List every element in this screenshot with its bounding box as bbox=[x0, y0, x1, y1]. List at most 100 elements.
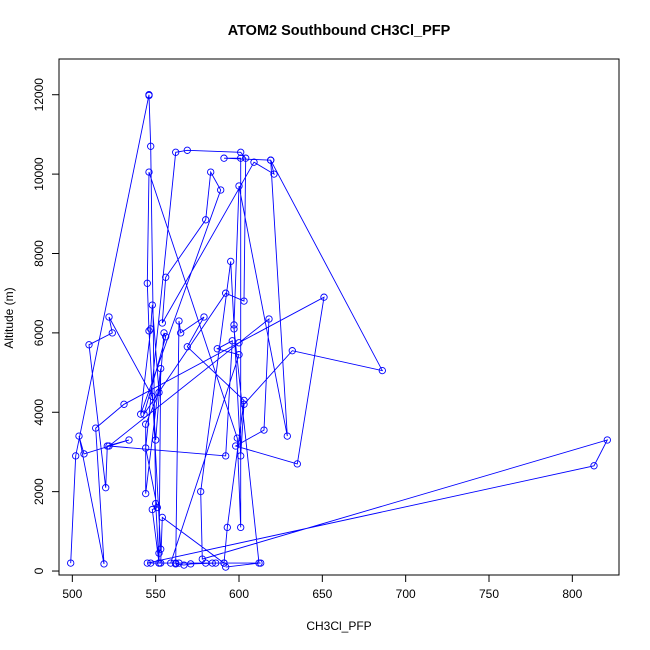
data-point bbox=[92, 424, 100, 432]
data-point bbox=[142, 444, 150, 452]
data-point bbox=[143, 279, 151, 287]
data-point bbox=[157, 364, 165, 373]
data-point bbox=[283, 432, 291, 440]
data-point bbox=[148, 505, 156, 514]
data-point bbox=[222, 289, 230, 297]
data-point bbox=[158, 513, 166, 522]
data-point bbox=[213, 345, 221, 353]
data-point bbox=[157, 545, 165, 553]
data-point bbox=[105, 313, 113, 321]
x-axis-label: CH3Cl_PFP bbox=[306, 619, 371, 633]
data-point bbox=[72, 452, 80, 460]
data-point bbox=[167, 559, 175, 567]
data-point bbox=[240, 400, 248, 408]
data-point bbox=[237, 154, 245, 162]
x-tick-label: 600 bbox=[229, 587, 249, 601]
data-point bbox=[137, 410, 145, 418]
data-point bbox=[242, 154, 250, 162]
data-point bbox=[80, 450, 88, 458]
x-tick-label: 650 bbox=[312, 587, 332, 601]
series-line bbox=[70, 94, 609, 568]
data-point bbox=[153, 503, 161, 512]
data-point bbox=[75, 432, 83, 440]
data-point bbox=[148, 301, 156, 309]
data-point bbox=[157, 559, 165, 567]
y-tick-label: 8000 bbox=[32, 240, 46, 267]
data-point bbox=[212, 559, 220, 567]
data-point bbox=[202, 216, 210, 224]
data-point bbox=[175, 559, 183, 567]
data-point bbox=[175, 317, 183, 325]
data-point bbox=[260, 426, 268, 434]
data-point bbox=[222, 452, 230, 460]
data-point bbox=[108, 329, 116, 337]
data-point bbox=[177, 329, 185, 337]
data-point bbox=[232, 442, 240, 450]
data-point bbox=[293, 460, 301, 468]
data-point bbox=[235, 182, 243, 190]
data-point bbox=[100, 560, 108, 568]
data-point bbox=[142, 420, 150, 428]
data-point bbox=[183, 146, 191, 154]
data-point bbox=[255, 559, 263, 567]
data-point bbox=[102, 484, 110, 492]
data-point bbox=[120, 400, 128, 408]
data-point bbox=[240, 396, 248, 405]
data-point bbox=[162, 273, 170, 281]
y-tick-label: 12000 bbox=[32, 78, 46, 112]
data-point bbox=[142, 489, 150, 498]
data-point bbox=[208, 559, 216, 567]
data-point bbox=[172, 560, 180, 568]
data-point bbox=[143, 559, 151, 567]
x-axis: 500 550 600 650 700 750 800 bbox=[62, 574, 583, 601]
y-tick-label: 10000 bbox=[32, 157, 46, 191]
data-point bbox=[160, 329, 168, 337]
x-tick-label: 500 bbox=[62, 587, 82, 601]
y-tick-label: 0 bbox=[32, 567, 46, 574]
data-point bbox=[240, 297, 248, 305]
data-point bbox=[217, 186, 225, 194]
data-point bbox=[145, 327, 153, 335]
y-tick-label: 4000 bbox=[32, 399, 46, 426]
data-point bbox=[288, 347, 296, 355]
data-point bbox=[155, 549, 163, 557]
data-point bbox=[230, 325, 238, 333]
data-point bbox=[230, 321, 238, 329]
data-point bbox=[267, 156, 275, 164]
chart-title: ATOM2 Southbound CH3Cl_PFP bbox=[228, 23, 451, 39]
y-axis: 0 2000 4000 6000 8000 10000 12000 bbox=[32, 78, 60, 574]
data-point bbox=[378, 366, 386, 375]
data-point bbox=[85, 341, 93, 349]
data-point bbox=[200, 313, 208, 321]
data-point bbox=[152, 436, 160, 444]
data-point bbox=[235, 351, 243, 359]
data-point bbox=[145, 91, 153, 100]
data-point bbox=[162, 333, 170, 341]
data-point bbox=[227, 257, 235, 266]
data-point bbox=[67, 559, 75, 567]
data-point bbox=[590, 462, 598, 470]
data-point bbox=[220, 559, 228, 567]
data-point bbox=[147, 559, 155, 567]
data-point bbox=[180, 561, 188, 569]
data-point bbox=[125, 436, 133, 444]
data-point bbox=[237, 148, 245, 156]
data-point bbox=[237, 523, 245, 532]
data-point bbox=[152, 499, 160, 508]
series-group bbox=[67, 91, 611, 571]
data-point bbox=[222, 563, 230, 571]
data-point bbox=[228, 337, 236, 345]
data-point bbox=[183, 343, 191, 351]
data-point bbox=[197, 487, 205, 496]
data-point bbox=[603, 436, 611, 444]
data-point bbox=[158, 319, 166, 327]
data-point bbox=[140, 410, 148, 418]
data-point bbox=[145, 168, 153, 176]
data-point bbox=[147, 325, 155, 333]
plot-frame bbox=[58, 58, 620, 576]
data-point bbox=[265, 315, 273, 323]
data-point bbox=[187, 560, 195, 568]
data-point bbox=[105, 442, 113, 450]
data-point bbox=[235, 339, 243, 347]
